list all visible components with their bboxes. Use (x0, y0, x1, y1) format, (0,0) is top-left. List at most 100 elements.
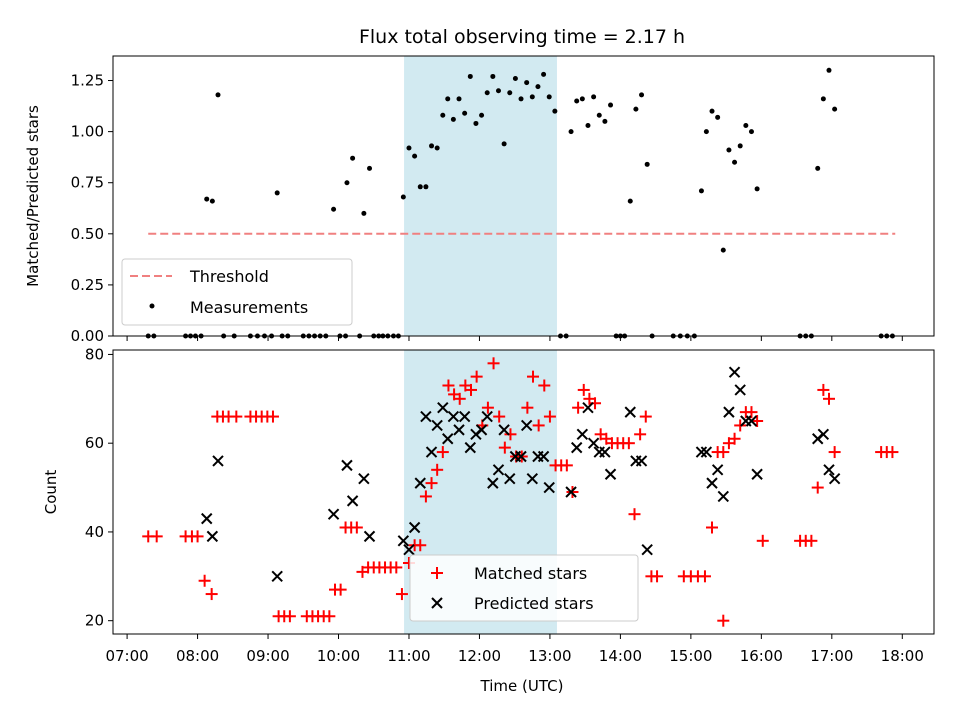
cross-b (498, 424, 510, 436)
matched-star-point (493, 410, 506, 423)
matched-star-point (628, 508, 641, 521)
legend-measurements-swatch (149, 303, 155, 309)
measurement-point (406, 145, 412, 151)
bottom-y-axis-label: Count (42, 470, 60, 515)
predicted-star-point (504, 472, 516, 485)
predicted-star-point (520, 419, 533, 432)
cross-b (582, 401, 594, 414)
cross-b (587, 437, 600, 449)
cross-b (624, 406, 636, 418)
predicted-star-point (271, 570, 283, 583)
predicted-star-point (599, 446, 611, 458)
matched-star-point (453, 392, 466, 405)
top-y-tick-label: 0.50 (71, 225, 104, 243)
measurement-point (541, 71, 547, 77)
x-tick-label: 08:00 (176, 647, 219, 665)
legend-plus (431, 567, 443, 579)
measurement-point (412, 153, 418, 159)
cross-b (437, 401, 449, 414)
matched-star-point (266, 410, 279, 423)
predicted-star-point (635, 455, 648, 467)
matched-star-point (886, 446, 899, 459)
matched-star-point (198, 574, 211, 587)
measurement-point (204, 196, 210, 202)
measurement-point (529, 94, 535, 100)
cross-b (458, 410, 471, 423)
predicted-star-point (515, 450, 527, 463)
matched-star-point (390, 561, 403, 574)
measurement-point (585, 122, 591, 128)
bottom-legend: Matched stars Predicted stars (409, 554, 639, 622)
cross-b (464, 441, 477, 454)
predicted-star-point (543, 481, 555, 494)
bottom-y-tick-label: 80 (85, 345, 104, 363)
predicted-star-point (346, 495, 359, 507)
matched-star-point (728, 432, 741, 445)
matched-star-point (706, 521, 719, 534)
predicted-star-point (442, 433, 454, 445)
matched-star-point (751, 415, 764, 427)
cross-b (543, 481, 555, 494)
top-y-tick-label: 0.25 (71, 276, 104, 294)
predicted-star-point (481, 410, 493, 423)
cross-b (363, 530, 376, 543)
matched-star-point (532, 419, 545, 432)
measurement-point (633, 106, 639, 112)
measurement-point (709, 108, 715, 114)
cross-b (327, 508, 340, 520)
x-tick-label: 16:00 (740, 647, 783, 665)
cross-b (397, 535, 410, 547)
cross-b (414, 477, 426, 489)
predicted-star-point (475, 424, 488, 436)
x-tick-label: 12:00 (458, 647, 501, 665)
top-legend: Threshold Measurements (121, 258, 353, 326)
measurement-point (639, 92, 645, 98)
predicted-star-point (425, 446, 438, 458)
measurement-point (698, 188, 704, 194)
cross-b (420, 410, 432, 423)
measurement-point (507, 90, 513, 96)
predicted-star-point (403, 543, 415, 556)
measurement-point (832, 106, 838, 112)
x-tick-label: 17:00 (810, 647, 853, 665)
cross-b (431, 419, 443, 432)
top-y-ticks: 0.00 0.25 0.50 0.75 1.00 1.25 (71, 72, 113, 345)
matched-star-point (560, 459, 573, 472)
legend-matched-swatch (431, 567, 443, 579)
cross-b (425, 446, 438, 458)
measurement-point (462, 110, 468, 116)
matched-star-point (504, 428, 517, 441)
cross-b (745, 415, 758, 427)
bottom-axes-frame (112, 349, 935, 635)
x-tick-label: 13:00 (528, 647, 571, 665)
predicted-star-point (711, 464, 724, 476)
measurement-point (467, 73, 473, 79)
cross-b (723, 406, 735, 418)
measurement-point (737, 143, 743, 149)
x-tick-label: 11:00 (387, 647, 430, 665)
cross-b (700, 446, 713, 458)
predicted-star-point (565, 486, 577, 498)
measurement-point (400, 194, 406, 200)
top-y-tick-label: 1.25 (71, 72, 104, 90)
matched-star-point (350, 521, 363, 534)
cross-b (201, 512, 213, 525)
cross-b (431, 597, 443, 609)
chart-title: Flux total observing time = 2.17 h (359, 26, 685, 48)
matched-star-point (150, 530, 163, 543)
matched-star-point (805, 534, 818, 547)
legend-predicted-label: Predicted stars (474, 594, 594, 613)
top-highlight-span (404, 56, 557, 336)
measurement-point (715, 114, 721, 120)
matched-star-point (498, 441, 511, 454)
cross-b (817, 428, 830, 441)
cross-b (271, 570, 283, 583)
matched-star-point (811, 481, 824, 494)
measurement-point (484, 90, 490, 96)
matched-star-point (572, 401, 585, 414)
predicted-star-point (734, 384, 746, 396)
matched-star-point (538, 379, 551, 392)
cross-b (341, 459, 353, 472)
cross-b (520, 419, 533, 432)
